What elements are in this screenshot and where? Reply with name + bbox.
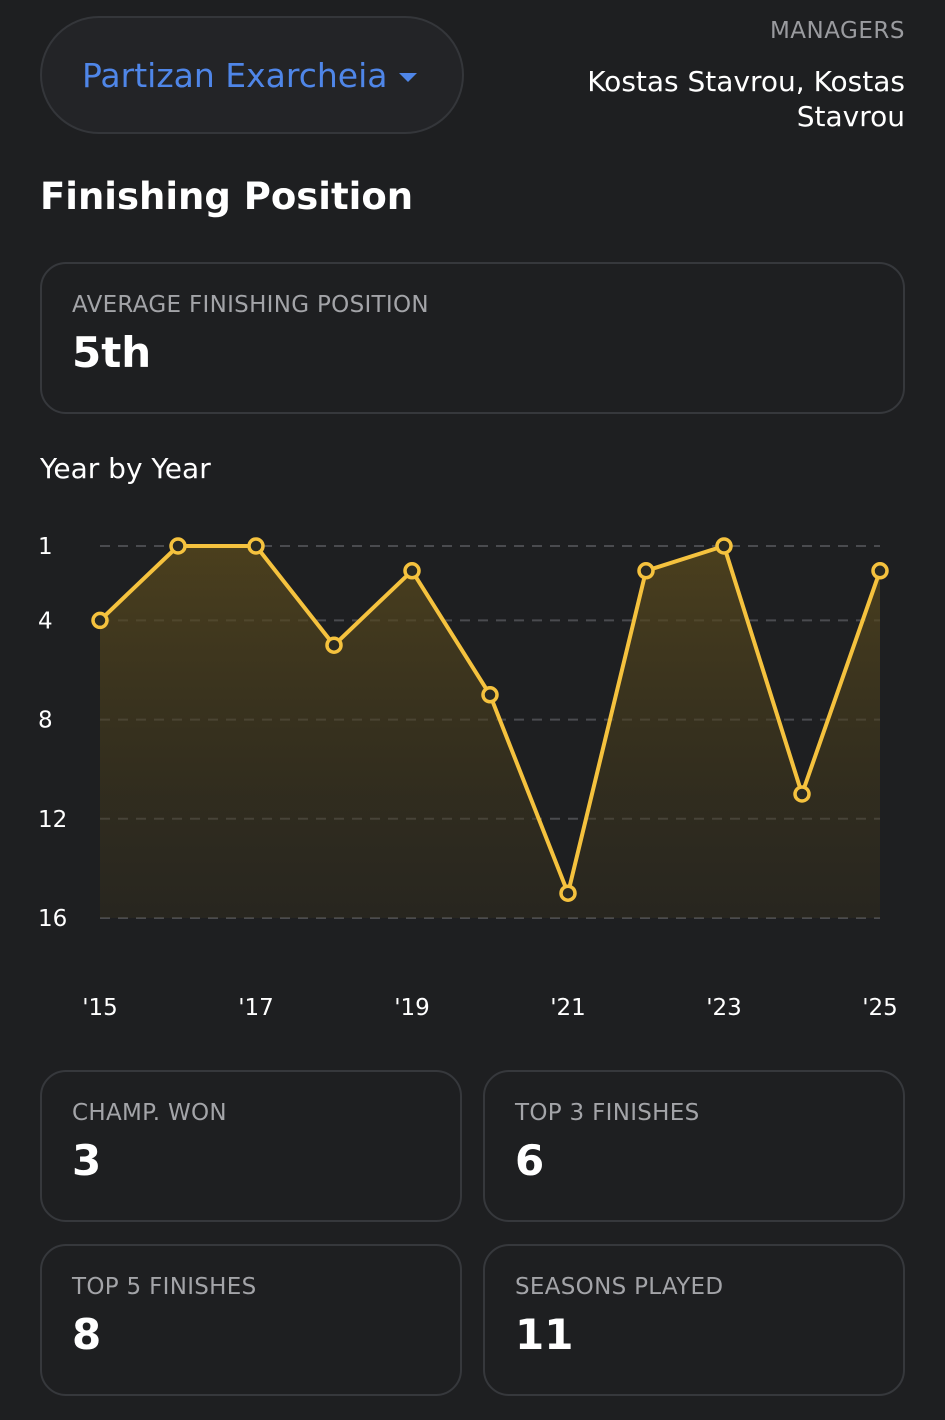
data-point — [715, 537, 733, 555]
y-tick-label: 1 — [38, 534, 53, 560]
average-position-value: 5th — [72, 328, 152, 377]
stat-label: SEASONS PLAYED — [515, 1274, 724, 1300]
data-point — [637, 562, 655, 580]
stat-card-champ-won: CHAMP. WON 3 — [40, 1070, 462, 1222]
x-tick-label: '15 — [82, 995, 118, 1021]
stat-value: 11 — [515, 1310, 574, 1359]
team-selector[interactable]: Partizan Exarcheia — [40, 16, 464, 134]
average-position-label: AVERAGE FINISHING POSITION — [72, 292, 429, 318]
managers-label: MANAGERS — [769, 18, 905, 44]
average-position-card: AVERAGE FINISHING POSITION 5th — [40, 262, 905, 414]
y-tick-label: 8 — [38, 708, 53, 734]
y-tick-label: 4 — [38, 608, 53, 634]
finishing-position-chart: 1 4 8 12 16 '15 '17 '19 '21 '23 '25 — [38, 534, 898, 1021]
managers-names: Kostas Stavrou, Kostas Stavrou — [587, 65, 905, 133]
data-point — [871, 562, 889, 580]
data-point — [793, 785, 811, 803]
section-title: Finishing Position — [40, 175, 414, 218]
team-name: Partizan Exarcheia — [82, 55, 388, 95]
stat-value: 6 — [515, 1136, 545, 1185]
y-tick-label: 16 — [38, 906, 67, 932]
data-point — [169, 537, 187, 555]
x-tick-label: '23 — [706, 995, 742, 1021]
stat-card-seasons: SEASONS PLAYED 11 — [483, 1244, 905, 1396]
caret-down-icon — [399, 72, 418, 82]
data-point — [403, 562, 421, 580]
x-tick-label: '25 — [862, 995, 898, 1021]
data-point — [559, 884, 577, 902]
area-fill — [100, 546, 880, 918]
stat-value: 3 — [72, 1136, 102, 1185]
stat-value: 8 — [72, 1310, 102, 1359]
stat-label: TOP 5 FINISHES — [72, 1274, 257, 1300]
stat-card-top5: TOP 5 FINISHES 8 — [40, 1244, 462, 1396]
stat-label: CHAMP. WON — [72, 1100, 227, 1126]
data-point — [481, 686, 499, 704]
x-tick-label: '17 — [238, 995, 274, 1021]
x-tick-label: '19 — [394, 995, 430, 1021]
y-tick-label: 12 — [38, 807, 67, 833]
data-point — [247, 537, 265, 555]
stat-label: TOP 3 FINISHES — [515, 1100, 700, 1126]
x-tick-label: '21 — [550, 995, 586, 1021]
stat-card-top3: TOP 3 FINISHES 6 — [483, 1070, 905, 1222]
data-point — [325, 636, 343, 654]
year-by-year-title: Year by Year — [40, 452, 211, 485]
data-point — [91, 611, 109, 630]
